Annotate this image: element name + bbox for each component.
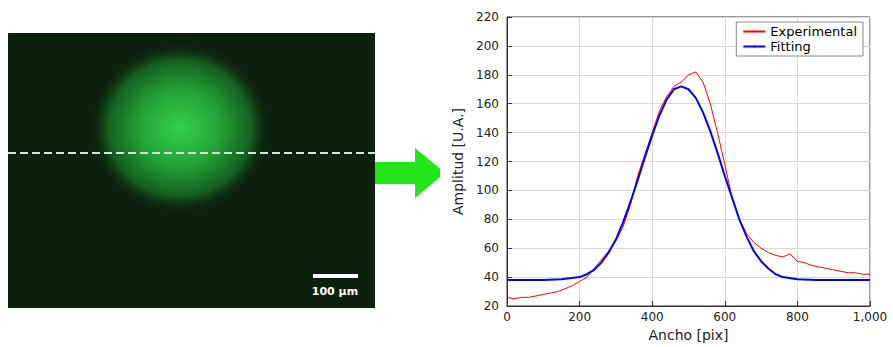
svg-text:160: 160 (476, 97, 499, 111)
svg-text:80: 80 (484, 212, 499, 226)
svg-text:800: 800 (786, 310, 809, 324)
svg-text:Fitting: Fitting (770, 39, 810, 54)
svg-text:Experimental: Experimental (770, 24, 857, 39)
svg-text:120: 120 (476, 155, 499, 169)
svg-text:400: 400 (641, 310, 664, 324)
svg-text:140: 140 (476, 126, 499, 140)
svg-text:0: 0 (503, 310, 511, 324)
svg-text:100 µm: 100 µm (312, 285, 358, 298)
svg-text:100: 100 (476, 183, 499, 197)
svg-text:Ancho [pix]: Ancho [pix] (648, 327, 728, 343)
svg-text:1,000: 1,000 (853, 310, 887, 324)
svg-text:Amplitud [U.A.]: Amplitud [U.A.] (450, 108, 466, 215)
svg-text:20: 20 (484, 299, 499, 313)
svg-text:600: 600 (713, 310, 736, 324)
svg-text:200: 200 (568, 310, 591, 324)
svg-text:40: 40 (484, 270, 499, 284)
svg-text:220: 220 (476, 10, 499, 24)
svg-text:60: 60 (484, 241, 499, 255)
svg-text:200: 200 (476, 39, 499, 53)
svg-text:180: 180 (476, 68, 499, 82)
